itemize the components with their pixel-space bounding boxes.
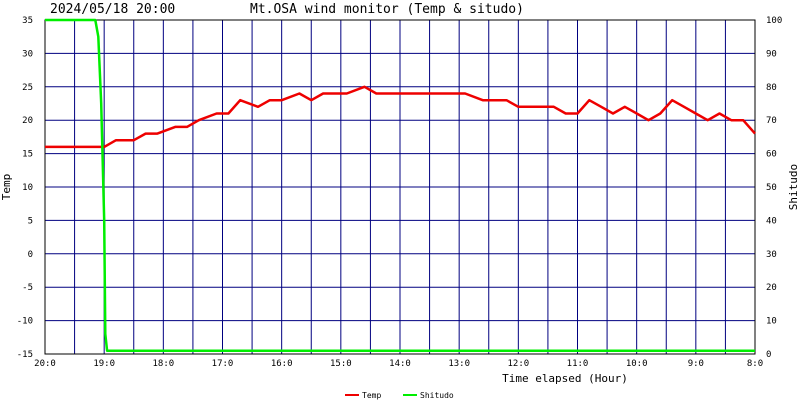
x-tick-label: 19:0 <box>93 359 115 369</box>
temp-series-line <box>45 85 756 149</box>
y-left-tick-label: 15 <box>22 150 33 160</box>
y-right-tick-label: 10 <box>766 317 777 327</box>
y-right-tick-label: 60 <box>766 150 777 160</box>
y-left-tick-label: 35 <box>22 16 33 26</box>
x-axis-ticks: 20:0 19:0 18:0 17:0 16:0 15:0 14:0 13:0 12:0 11:0… <box>34 359 763 369</box>
y-left-tick-label: -15 <box>17 350 33 360</box>
legend-temp-label: Temp <box>362 391 381 400</box>
x-tick-label: 11:0 <box>567 359 589 369</box>
y-right-tick-label: 30 <box>766 250 777 260</box>
shitudo-series-line <box>45 18 755 352</box>
y-right-tick-label: 100 <box>766 16 782 26</box>
x-tick-label: 9:0 <box>688 359 704 369</box>
left-y-axis-ticks: 35 30 25 20 15 10 5 0 -5 -10 -15 <box>17 16 33 360</box>
y-right-tick-label: 40 <box>766 216 777 226</box>
legend-shitudo-label: Shitudo <box>420 391 454 400</box>
x-axis-label: Time elapsed (Hour) <box>502 372 628 385</box>
y-axis-left-label: Temp <box>0 174 13 201</box>
y-left-tick-label: 0 <box>28 250 33 260</box>
x-tick-label: 8:0 <box>747 359 763 369</box>
x-tick-label: 12:0 <box>507 359 529 369</box>
x-tick-label: 10:0 <box>626 359 648 369</box>
series-layer <box>45 18 756 352</box>
y-left-tick-label: 30 <box>22 49 33 59</box>
y-left-tick-label: 20 <box>22 116 33 126</box>
timestamp-label: 2024/05/18 20:00 <box>50 2 175 17</box>
x-tick-label: 16:0 <box>271 359 293 369</box>
plot-grid <box>45 20 755 354</box>
y-axis-right-label: Shitudo <box>787 164 800 210</box>
x-tick-label: 14:0 <box>389 359 411 369</box>
y-left-tick-label: -10 <box>17 317 33 327</box>
y-right-tick-label: 0 <box>766 350 771 360</box>
x-tick-label: 15:0 <box>330 359 352 369</box>
plot-frame <box>44 19 756 355</box>
y-right-tick-label: 20 <box>766 283 777 293</box>
y-right-tick-label: 80 <box>766 83 777 93</box>
y-right-tick-label: 90 <box>766 49 777 59</box>
x-tick-label: 17:0 <box>212 359 234 369</box>
y-left-tick-label: 5 <box>28 216 33 226</box>
y-left-tick-label: 10 <box>22 183 33 193</box>
y-right-tick-label: 70 <box>766 116 777 126</box>
legend: Temp Shitudo <box>345 391 454 400</box>
x-tick-label: 20:0 <box>34 359 56 369</box>
x-tick-label: 13:0 <box>448 359 470 369</box>
y-left-tick-label: 25 <box>22 83 33 93</box>
chart-title: Mt.OSA wind monitor (Temp & situdo) <box>250 2 524 17</box>
y-left-tick-label: -5 <box>22 283 33 293</box>
x-tick-label: 18:0 <box>152 359 174 369</box>
y-right-tick-label: 50 <box>766 183 777 193</box>
